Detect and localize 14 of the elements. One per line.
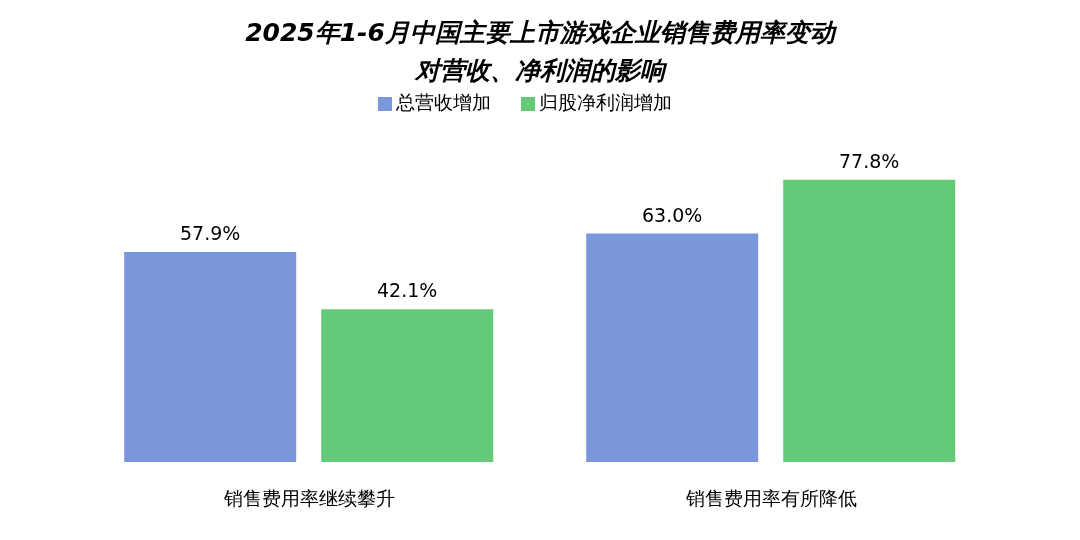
data-label: 77.8%	[839, 149, 900, 172]
bar	[586, 233, 759, 462]
chart-title: 2025年1-6月中国主要上市游戏企业销售费用率变动	[244, 17, 838, 49]
chart-subtitle: 对营收、净利润的影响	[413, 55, 668, 87]
legend-label: 总营收增加	[396, 91, 491, 113]
x-tick-label: 销售费用率继续攀升	[222, 487, 395, 510]
data-label: 42.1%	[377, 279, 438, 302]
data-label: 57.9%	[180, 222, 241, 245]
x-tick-label: 销售费用率有所降低	[684, 487, 857, 510]
legend-label: 归股净利润增加	[539, 91, 672, 113]
bar	[124, 252, 297, 462]
data-label: 63.0%	[642, 203, 703, 226]
bar	[783, 179, 956, 462]
bar	[321, 309, 494, 462]
